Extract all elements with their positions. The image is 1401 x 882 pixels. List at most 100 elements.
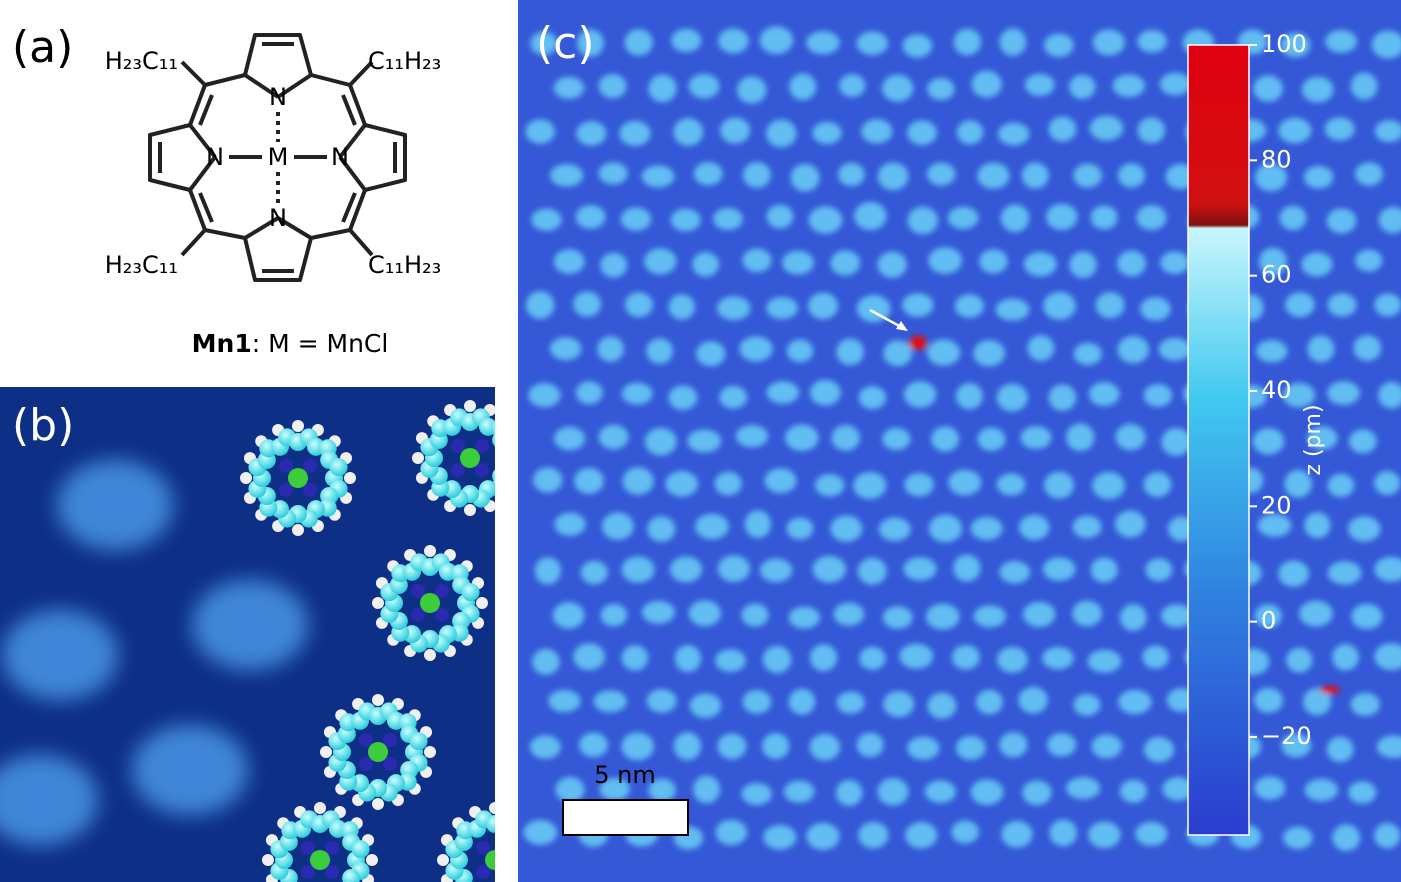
stm-spot [926, 162, 956, 186]
c-atom [479, 417, 495, 436]
scale-bar-label: 5 nm [594, 761, 656, 789]
stm-spot [814, 474, 845, 497]
n-atom [383, 757, 398, 772]
h-atom [476, 597, 488, 609]
stm-spot [688, 600, 721, 627]
c-atom [492, 433, 495, 447]
h-atom [292, 420, 304, 432]
stm-spot [853, 472, 887, 499]
c-atom [497, 810, 515, 828]
stm-spot [764, 468, 797, 494]
stm-spot [762, 645, 792, 674]
stm-spot [999, 732, 1028, 758]
stm-spot [644, 248, 677, 275]
porphyrin-bonds [148, 33, 407, 282]
stm-spot [1019, 514, 1050, 541]
stm-spot [577, 29, 604, 57]
stm-spot [1000, 204, 1030, 233]
stm-spot [1355, 249, 1383, 272]
stm-spot [1162, 777, 1194, 801]
stm-spot [549, 337, 582, 361]
stm-spot [624, 29, 653, 56]
stm-spot [715, 649, 746, 673]
stm-spot [621, 644, 649, 671]
stm-spot [856, 732, 884, 758]
stm-spot [830, 250, 861, 276]
stm-spot [1299, 600, 1333, 627]
stm-spot [529, 735, 561, 759]
stm-spot [1256, 339, 1288, 363]
stm-spot [720, 117, 751, 144]
stm-spot [977, 427, 1006, 452]
n-atom [303, 483, 318, 498]
h-atom [501, 489, 513, 501]
stm-spot [1347, 516, 1381, 542]
stm-spot [1145, 558, 1173, 582]
n-atom [500, 865, 514, 879]
colorbar-tick-label: 0 [1261, 607, 1276, 635]
stm-spot [1091, 734, 1123, 759]
stm-spot [1348, 781, 1377, 804]
stm-spot [1092, 29, 1125, 56]
stm-spot [1140, 297, 1171, 321]
stm-spot [1307, 335, 1335, 363]
stm-spot [713, 207, 743, 230]
stm-spot [954, 294, 984, 318]
stm-spot [579, 732, 608, 758]
molecule-model [320, 694, 436, 810]
stm-spot [953, 554, 981, 582]
substituent: C₁₁H₂₃ [368, 47, 441, 75]
stm-spot [1042, 646, 1074, 670]
stm-spot [1327, 293, 1357, 317]
stm-spot [716, 296, 751, 321]
molecule-model [412, 400, 513, 516]
substituent: H₂₃C₁₁ [105, 47, 178, 75]
stm-spot [882, 74, 914, 102]
stm-spot [1115, 510, 1146, 538]
n-atom [435, 583, 450, 598]
metal-atom [368, 742, 388, 762]
stm-spot [1303, 165, 1334, 189]
caption: Mn1: M = MnCl [192, 329, 389, 358]
stm-spot [906, 120, 938, 146]
stm-spot [622, 467, 654, 495]
atom: M [268, 143, 289, 171]
stm-spot [553, 76, 585, 99]
stm-spot [766, 296, 798, 320]
stm-spot [696, 341, 726, 367]
h-atom [464, 504, 476, 516]
n-atom [300, 865, 315, 880]
stm-spot [741, 603, 769, 627]
metal-atom [460, 448, 480, 468]
stm-spot [1304, 778, 1338, 802]
stm-spot [735, 425, 769, 448]
stm-spot [715, 819, 748, 846]
stm-spot [647, 516, 676, 542]
stm-spot [1119, 779, 1148, 803]
stm-spot [903, 557, 937, 581]
stm-spot [1137, 30, 1167, 53]
stm-spot [1374, 556, 1401, 582]
stm-spot [1351, 603, 1383, 630]
stm-spot [1281, 733, 1312, 758]
stm-spot [830, 515, 863, 542]
n-atom [475, 438, 490, 453]
stm-spot [1069, 251, 1097, 279]
stm-spot [812, 555, 846, 583]
stm-spot [1115, 423, 1146, 451]
stm-spot [1049, 819, 1077, 847]
stm-spot [947, 206, 979, 230]
stm-spot [762, 733, 790, 760]
c-atom [486, 815, 495, 833]
stm-blob [192, 580, 308, 670]
stm-spot [687, 429, 722, 453]
panel-a: (a) N N M [12, 22, 441, 358]
panel-b: (b) [0, 387, 515, 882]
stm-spot [718, 28, 749, 54]
substituent: H₂₃C₁₁ [105, 251, 178, 279]
stm-spot [593, 690, 627, 713]
h-atom [372, 798, 384, 810]
n-atom [300, 840, 315, 855]
stm-spot [553, 249, 585, 274]
stm-spot [903, 381, 937, 408]
